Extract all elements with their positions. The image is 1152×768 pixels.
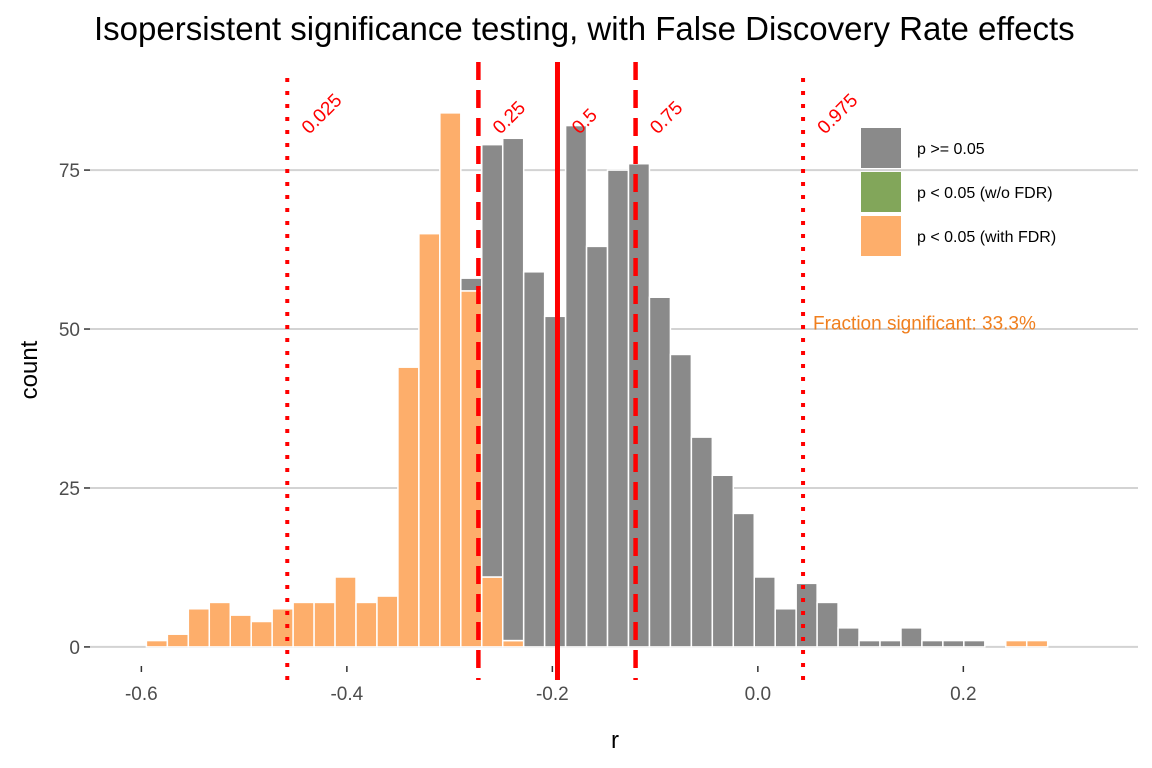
bar-significant-fdr <box>1025 639 1049 648</box>
bar-significant-fdr <box>1005 639 1028 648</box>
x-tick-label: -0.4 <box>330 684 363 705</box>
bar-significant-fdr <box>145 639 169 648</box>
bar-not-significant <box>564 124 588 648</box>
bar-significant-fdr <box>271 608 294 648</box>
bar-not-significant <box>732 512 755 648</box>
y-axis-title: count <box>16 340 43 399</box>
bar-not-significant <box>774 608 797 648</box>
bar-not-significant <box>481 143 504 578</box>
bar-not-significant <box>837 627 860 648</box>
legend-key <box>861 216 901 256</box>
bar-significant-fdr <box>313 601 336 648</box>
bar-significant-fdr <box>166 633 190 648</box>
bar-significant-fdr <box>418 232 441 648</box>
quantile-label: 0.25 <box>489 98 530 139</box>
bar-not-significant <box>627 162 651 648</box>
bar-not-significant <box>606 169 630 648</box>
legend-label: p < 0.05 (w/o FDR) <box>917 185 1053 202</box>
bar-not-significant <box>690 436 714 648</box>
bar-significant-fdr <box>439 112 462 648</box>
bar-significant-fdr <box>376 595 399 648</box>
legend: p >= 0.05 p < 0.05 (w/o FDR) p < 0.05 (wit… <box>861 128 1056 256</box>
bar-significant-fdr <box>208 601 231 648</box>
bar-significant-fdr <box>334 576 357 648</box>
y-tick-label: 25 <box>59 479 80 500</box>
bar-not-significant <box>501 137 525 642</box>
legend-label: p >= 0.05 <box>917 141 985 158</box>
bar-significant-fdr <box>355 601 378 648</box>
y-tick-label: 75 <box>59 161 80 182</box>
x-axis-title: r <box>611 727 619 754</box>
y-axis-ticks: 0 25 50 75 <box>59 161 90 659</box>
quantile-lines <box>285 62 806 680</box>
fraction-significant-annotation: Fraction significant: 33.3% <box>813 314 1036 335</box>
bar-not-significant <box>585 245 609 648</box>
quantile-label: 0.025 <box>298 90 346 138</box>
bar-not-significant <box>858 639 881 648</box>
legend-label: p < 0.05 (with FDR) <box>917 229 1056 246</box>
bar-significant-fdr <box>292 601 315 648</box>
chart-title: Isopersistent significance testing, with… <box>94 10 1075 47</box>
x-axis-ticks: -0.6 -0.4 -0.2 0.0 0.2 <box>125 666 977 705</box>
legend-key <box>861 172 901 212</box>
bar-significant-fdr <box>187 608 211 648</box>
quantile-labels: 0.025 0.25 0.5 0.75 0.975 <box>298 90 862 138</box>
bar-significant-fdr <box>501 639 525 648</box>
bar-not-significant <box>816 601 839 648</box>
bar-significant-fdr <box>397 366 420 648</box>
bar-not-significant <box>921 639 944 648</box>
bar-not-significant <box>648 296 672 648</box>
quantile-label: 0.975 <box>814 90 862 138</box>
bar-significant-fdr <box>481 576 504 648</box>
bar-not-significant <box>963 639 986 648</box>
legend-key <box>861 128 901 168</box>
x-tick-label: 0.0 <box>745 684 771 705</box>
bar-significant-fdr <box>229 614 252 648</box>
y-tick-label: 0 <box>69 638 80 659</box>
x-tick-label: -0.2 <box>536 684 569 705</box>
bar-not-significant <box>522 271 546 648</box>
x-tick-label: -0.6 <box>125 684 158 705</box>
x-tick-label: 0.2 <box>950 684 976 705</box>
bar-not-significant <box>900 627 923 648</box>
bar-not-significant <box>711 474 735 648</box>
y-tick-label: 50 <box>59 320 80 341</box>
bar-not-significant <box>879 639 902 648</box>
bar-not-significant <box>669 353 693 648</box>
quantile-label: 0.75 <box>646 98 687 139</box>
histogram-bars <box>145 112 1049 648</box>
bar-not-significant <box>795 582 818 648</box>
bar-not-significant <box>942 639 965 648</box>
bar-significant-fdr <box>250 620 273 648</box>
bar-not-significant <box>753 576 776 648</box>
